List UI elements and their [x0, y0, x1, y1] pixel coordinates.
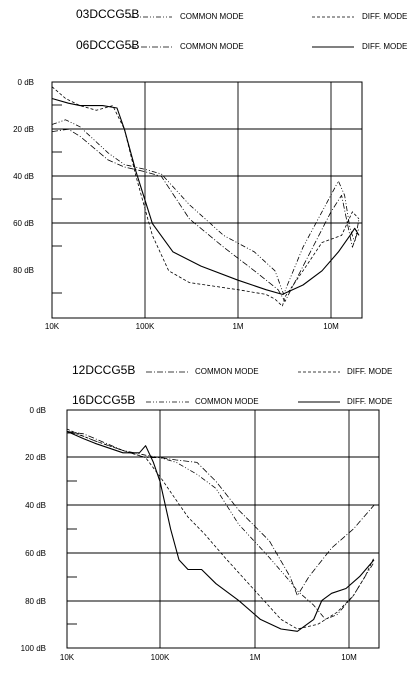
legend-top-model-2: 06DCCG5B [76, 38, 140, 52]
chart2-ytick-label: 0 dB [30, 406, 46, 415]
chart1-xtick-label: 100K [136, 322, 155, 331]
legend-top-diff-label-1: DIFF. MODE [362, 12, 408, 21]
chart2-series-line-4 [66, 430, 375, 632]
legend-top-model-1: 03DCCG5B [76, 7, 140, 21]
legend-bottom-model-2: 16DCCG5B [72, 393, 136, 407]
chart2-ytick-label: 80 dB [25, 597, 46, 606]
legend-bottom-diff-label-1: DIFF. MODE [347, 367, 393, 376]
chart1-xtick-label: 1M [232, 322, 243, 331]
chart1-xtick-label: 10K [45, 322, 60, 331]
chart2-ytick-label: 20 dB [25, 453, 46, 462]
chart2-ytick-label: 40 dB [25, 501, 46, 510]
chart2-xtick-label: 1M [249, 653, 260, 662]
chart1-ytick-label: 40 dB [13, 172, 34, 181]
legend-bottom-common-label-2: COMMON MODE [195, 397, 259, 406]
chart2-ytick-label: 100 dB [21, 644, 46, 653]
chart1-ytick-label: 60 dB [13, 219, 34, 228]
chart2-series-line-2 [66, 428, 375, 630]
legend-bottom-model-1: 12DCCG5B [72, 363, 136, 377]
chart1-series-line-1 [51, 119, 360, 295]
legend-top-common-label-1: COMMON MODE [180, 12, 244, 21]
chart2-ytick-label: 60 dB [25, 549, 46, 558]
chart2-xtick-label: 10K [60, 653, 75, 662]
chart2-series-line-1 [66, 431, 375, 596]
chart1-xtick-label: 10M [323, 322, 339, 331]
legend-top-diff-label-2: DIFF. MODE [362, 42, 408, 51]
chart2-plot-frame [66, 409, 380, 649]
chart1-plot-frame [51, 81, 363, 319]
chart2-xtick-label: 100K [151, 653, 170, 662]
chart2-xtick-label: 10M [341, 653, 357, 662]
chart1-ytick-label: 20 dB [13, 125, 34, 134]
chart1-series-line-4 [51, 97, 360, 295]
chart1-ytick-label: 80 dB [13, 266, 34, 275]
chart1-ytick-label: 0 dB [18, 78, 34, 87]
legend-top-common-label-2: COMMON MODE [180, 42, 244, 51]
chart2-series-line-3 [66, 431, 375, 620]
chart1-series-line-2 [51, 86, 360, 307]
legend-bottom-diff-label-2: DIFF. MODE [347, 397, 393, 406]
legend-bottom-common-label-1: COMMON MODE [195, 367, 259, 376]
chart1-series-line-3 [51, 128, 360, 302]
